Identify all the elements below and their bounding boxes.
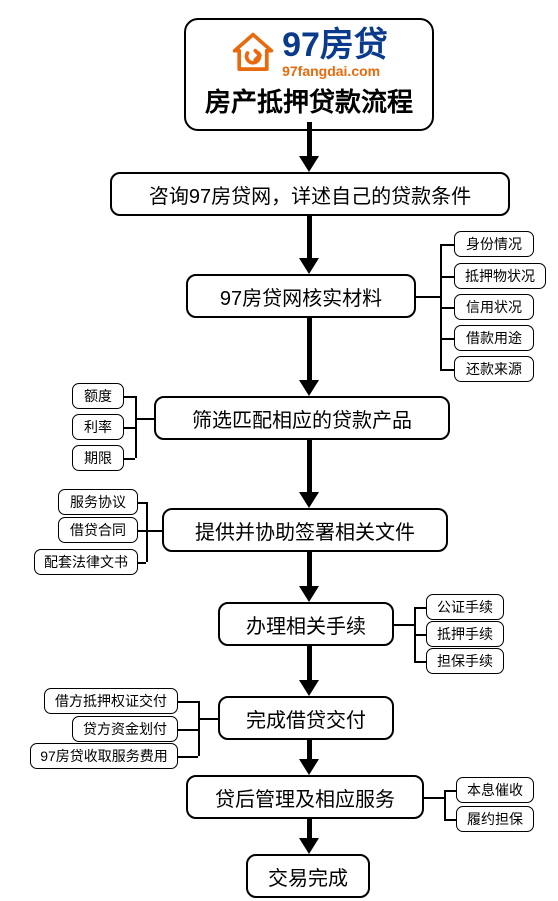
connector-line	[178, 701, 198, 703]
connector-line	[444, 819, 456, 821]
connector-line	[416, 296, 440, 298]
connector-line	[440, 369, 454, 371]
arrow-n3-n4	[299, 440, 319, 508]
flow-node-n6: 完成借贷交付	[218, 696, 394, 740]
side-node: 97房贷收取服务费用	[30, 743, 178, 769]
logo-main-text: 97房贷	[282, 28, 388, 62]
side-node: 服务协议	[58, 489, 138, 515]
connector-line	[414, 607, 426, 609]
side-node: 担保手续	[426, 648, 504, 674]
arrow-n7-n8	[299, 819, 319, 854]
connector-line	[440, 338, 454, 340]
arrow-n2-n3	[299, 318, 319, 396]
side-node: 期限	[72, 445, 124, 471]
side-node: 抵押物状况	[454, 263, 546, 289]
side-node: 贷方资金划付	[72, 716, 178, 742]
connector-line	[178, 756, 198, 758]
title-box: 97房贷 97fangdai.com 房产抵押贷款流程	[184, 18, 434, 131]
house-logo-icon	[230, 30, 276, 76]
side-node: 抵押手续	[426, 621, 504, 647]
connector-line	[138, 502, 146, 504]
side-node: 还款来源	[454, 356, 534, 382]
connector-line	[135, 396, 137, 458]
logo-sub-text: 97fangdai.com	[282, 64, 388, 78]
connector-line	[440, 307, 454, 309]
flow-node-n2: 97房贷网核实材料	[186, 274, 416, 318]
connector-line	[124, 427, 135, 429]
connector-line	[444, 790, 446, 819]
side-node: 配套法律文书	[34, 549, 138, 575]
connector-line	[414, 661, 426, 663]
flow-node-n4: 提供并协助签署相关文件	[162, 508, 448, 552]
connector-line	[138, 530, 146, 532]
connector-line	[198, 701, 200, 756]
connector-line	[444, 790, 456, 792]
flow-node-n5: 办理相关手续	[218, 602, 394, 646]
connector-line	[124, 396, 135, 398]
connector-line	[424, 797, 444, 799]
side-node: 借贷合同	[58, 517, 138, 543]
logo-text-block: 97房贷 97fangdai.com	[282, 28, 388, 78]
arrow-n4-n5	[299, 552, 319, 602]
arrow-n1-n2	[299, 216, 319, 274]
side-node: 借方抵押权证交付	[44, 688, 178, 714]
side-node: 额度	[72, 383, 124, 409]
side-node: 利率	[72, 414, 124, 440]
connector-line	[414, 634, 426, 636]
flow-node-n3: 筛选匹配相应的贷款产品	[154, 396, 450, 440]
side-node: 本息催收	[456, 777, 534, 803]
side-node: 借款用途	[454, 325, 534, 351]
connector-line	[138, 562, 146, 564]
connector-line	[124, 458, 135, 460]
connector-line	[146, 502, 148, 562]
diagram-title: 房产抵押贷款流程	[198, 82, 420, 119]
connector-line	[440, 276, 454, 278]
connector-line	[146, 530, 162, 532]
connector-line	[440, 244, 454, 246]
flow-node-n8: 交易完成	[246, 854, 370, 898]
connector-line	[198, 718, 218, 720]
side-node: 公证手续	[426, 594, 504, 620]
connector-line	[178, 729, 198, 731]
arrow-n6-n7	[299, 740, 319, 775]
side-node: 身份情况	[454, 231, 534, 257]
arrow-title-n1	[299, 122, 319, 172]
flow-node-n7: 贷后管理及相应服务	[186, 775, 424, 819]
logo-row: 97房贷 97fangdai.com	[198, 28, 420, 78]
flow-node-n1: 咨询97房贷网，详述自己的贷款条件	[110, 172, 510, 216]
side-node: 信用状况	[454, 294, 534, 320]
connector-line	[394, 624, 414, 626]
arrow-n5-n6	[299, 646, 319, 696]
flowchart-canvas: 97房贷 97fangdai.com 房产抵押贷款流程 咨询97房贷网，详述自己…	[0, 0, 558, 901]
side-node: 履约担保	[456, 806, 534, 832]
connector-line	[135, 418, 154, 420]
